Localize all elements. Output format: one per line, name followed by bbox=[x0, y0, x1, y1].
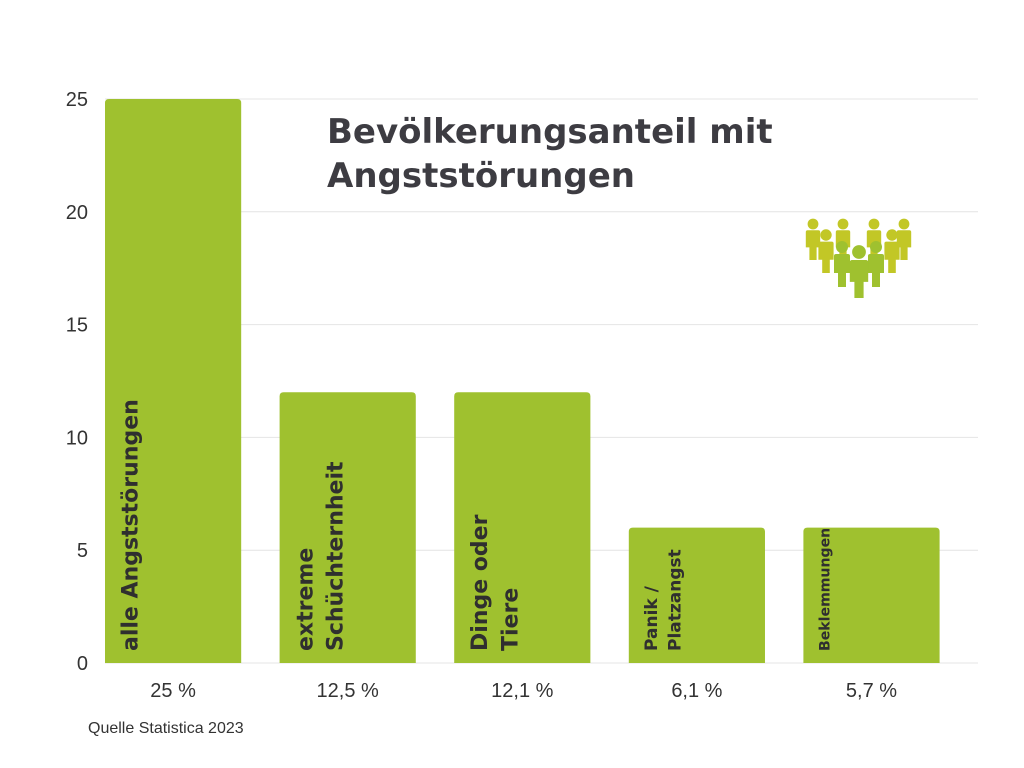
person-body bbox=[834, 254, 850, 287]
bar-label-1-line-1: Schüchternheit bbox=[324, 461, 349, 651]
y-tick-10: 10 bbox=[66, 427, 88, 449]
bar-label-0: alle Angststörungen bbox=[119, 399, 144, 651]
person-5 bbox=[884, 229, 900, 273]
y-tick-15: 15 bbox=[66, 315, 88, 337]
bar-label-1-line-0: extreme bbox=[293, 548, 318, 651]
bar-label-4-line-0: Beklemmungen bbox=[817, 528, 833, 651]
person-1 bbox=[835, 218, 851, 260]
person-head bbox=[807, 218, 819, 230]
bar-label-0-line-0: alle Angststörungen bbox=[119, 399, 144, 651]
person-body bbox=[868, 254, 884, 287]
person-4 bbox=[818, 229, 834, 273]
bar-label-3-line-0: Panik / bbox=[642, 585, 662, 651]
person-0 bbox=[805, 218, 821, 260]
person-6 bbox=[834, 241, 850, 287]
bar-0 bbox=[105, 99, 242, 663]
person-head bbox=[836, 241, 848, 253]
y-tick-5: 5 bbox=[77, 540, 88, 562]
value-label-1: 12,5 % bbox=[317, 680, 379, 702]
value-label-4: 5,7 % bbox=[846, 680, 897, 702]
person-body bbox=[818, 241, 834, 273]
person-body bbox=[896, 230, 912, 260]
y-tick-0: 0 bbox=[77, 653, 88, 675]
person-2 bbox=[866, 218, 882, 260]
person-head bbox=[837, 218, 849, 230]
people-group-icon bbox=[805, 218, 912, 298]
bar-1 bbox=[279, 392, 416, 663]
y-axis-ticks: 0 5 10 15 20 25 bbox=[66, 89, 88, 675]
person-7 bbox=[868, 241, 884, 287]
bar-label-3-line-1: Platzangst bbox=[666, 549, 686, 651]
chart-title-line-1: Angststörungen bbox=[327, 156, 635, 196]
bar-label-3: Panik / Platzangst bbox=[642, 549, 685, 651]
person-3 bbox=[896, 218, 912, 260]
bar-3 bbox=[628, 527, 765, 663]
bar-label-2-line-0: Dinge oder bbox=[468, 514, 493, 651]
person-head bbox=[898, 218, 910, 230]
person-body bbox=[849, 260, 869, 298]
person-head bbox=[868, 218, 880, 230]
person-8 bbox=[849, 245, 869, 298]
chart-title: Bevölkerungsanteil mit Angststörungen bbox=[327, 112, 773, 196]
person-body bbox=[805, 230, 821, 260]
value-label-2: 12,1 % bbox=[491, 680, 553, 702]
y-tick-25: 25 bbox=[66, 89, 88, 111]
value-label-0: 25 % bbox=[150, 680, 196, 702]
value-label-3: 6,1 % bbox=[671, 680, 722, 702]
person-body bbox=[884, 241, 900, 273]
bar-labels: alle Angststörungen extreme Schüchternheit… bbox=[119, 399, 834, 651]
bar-label-2: Dinge oder Tiere bbox=[468, 514, 523, 651]
bar-label-1: extreme Schüchternheit bbox=[293, 461, 348, 651]
person-head bbox=[886, 229, 898, 241]
person-head bbox=[852, 245, 866, 259]
bar-2 bbox=[454, 392, 591, 663]
y-tick-20: 20 bbox=[66, 202, 88, 224]
person-head bbox=[870, 241, 882, 253]
bar-label-4: Beklemmungen bbox=[817, 528, 833, 651]
bars bbox=[105, 99, 940, 663]
person-head bbox=[820, 229, 832, 241]
source-note: Quelle Statistica 2023 bbox=[88, 720, 244, 737]
value-labels: 25 % 12,5 % 12,1 % 6,1 % 5,7 % bbox=[150, 680, 897, 702]
chart-title-line-0: Bevölkerungsanteil mit bbox=[327, 112, 773, 152]
bar-4 bbox=[803, 527, 940, 663]
bar-label-2-line-1: Tiere bbox=[498, 588, 523, 651]
